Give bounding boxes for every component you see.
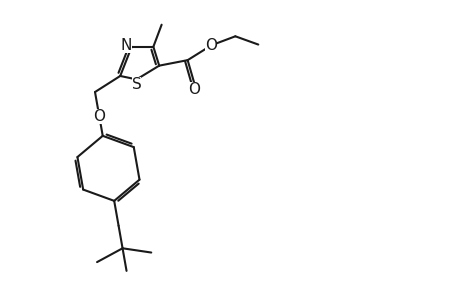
- Text: O: O: [93, 110, 105, 124]
- Text: O: O: [205, 38, 217, 53]
- Text: S: S: [131, 77, 141, 92]
- Text: O: O: [188, 82, 200, 98]
- Text: N: N: [120, 38, 132, 53]
